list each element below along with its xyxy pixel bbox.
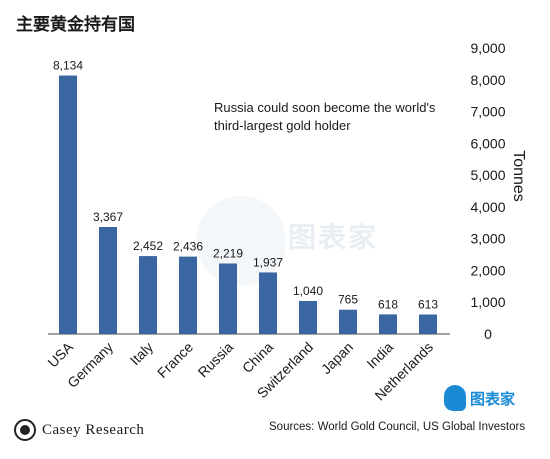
x-tick-label: China <box>239 339 276 376</box>
watermark-text: 图表家 <box>288 221 379 254</box>
bar <box>59 75 77 334</box>
x-tick-label: Italy <box>127 339 156 368</box>
bar-value-label: 2,436 <box>173 240 203 254</box>
bar <box>179 256 197 334</box>
tubiaojia-logo: 图表家 <box>444 385 515 411</box>
casey-logo-icon <box>14 419 36 441</box>
bar-value-label: 618 <box>378 297 398 311</box>
y-tick-label: 2,000 <box>470 262 505 278</box>
bar <box>259 272 277 334</box>
y-tick-label: 5,000 <box>470 167 505 183</box>
x-tick-label: India <box>363 339 396 372</box>
chart-annotation: third-largest gold holder <box>214 118 351 133</box>
bar-value-label: 1,040 <box>293 284 323 298</box>
y-tick-label: 0 <box>484 326 492 342</box>
bar-value-label: 8,134 <box>53 59 83 73</box>
chart-annotation: Russia could soon become the world's <box>214 100 436 115</box>
y-tick-label: 4,000 <box>470 199 505 215</box>
source-note: Sources: World Gold Council, US Global I… <box>269 421 526 433</box>
x-tick-label: Japan <box>318 339 356 377</box>
bar <box>99 227 117 334</box>
bar-value-label: 765 <box>338 293 358 307</box>
bar-value-label: 2,452 <box>133 239 163 253</box>
bar <box>139 256 157 334</box>
bar-value-label: 3,367 <box>93 210 123 224</box>
y-tick-label: 8,000 <box>470 72 505 88</box>
x-tick-label: USA <box>44 338 76 370</box>
bar-value-label: 1,937 <box>253 255 283 269</box>
y-tick-label: 6,000 <box>470 135 505 151</box>
bar <box>419 314 437 334</box>
bar-value-label: 613 <box>418 298 438 312</box>
bar-value-label: 2,219 <box>213 246 243 260</box>
bar <box>379 314 397 334</box>
casey-wordmark: Casey Research <box>42 421 145 438</box>
bar <box>339 309 357 334</box>
bar <box>219 263 237 334</box>
y-tick-label: 9,000 <box>470 40 505 56</box>
y-tick-label: 3,000 <box>470 231 505 247</box>
tubiaojia-wordmark: 图表家 <box>470 389 516 408</box>
y-axis-label: Tonnes <box>510 150 527 202</box>
watermark-logo-icon <box>196 196 286 286</box>
bar <box>299 300 317 334</box>
casey-research-logo: Casey Research <box>14 419 144 441</box>
tubiaojia-head-icon <box>444 385 466 411</box>
x-tick-label: France <box>154 339 196 381</box>
x-tick-label: Russia <box>195 339 237 381</box>
y-tick-label: 7,000 <box>470 104 505 120</box>
chart-title: 主要黄金持有国 <box>16 15 135 35</box>
y-tick-label: 1,000 <box>470 294 505 310</box>
